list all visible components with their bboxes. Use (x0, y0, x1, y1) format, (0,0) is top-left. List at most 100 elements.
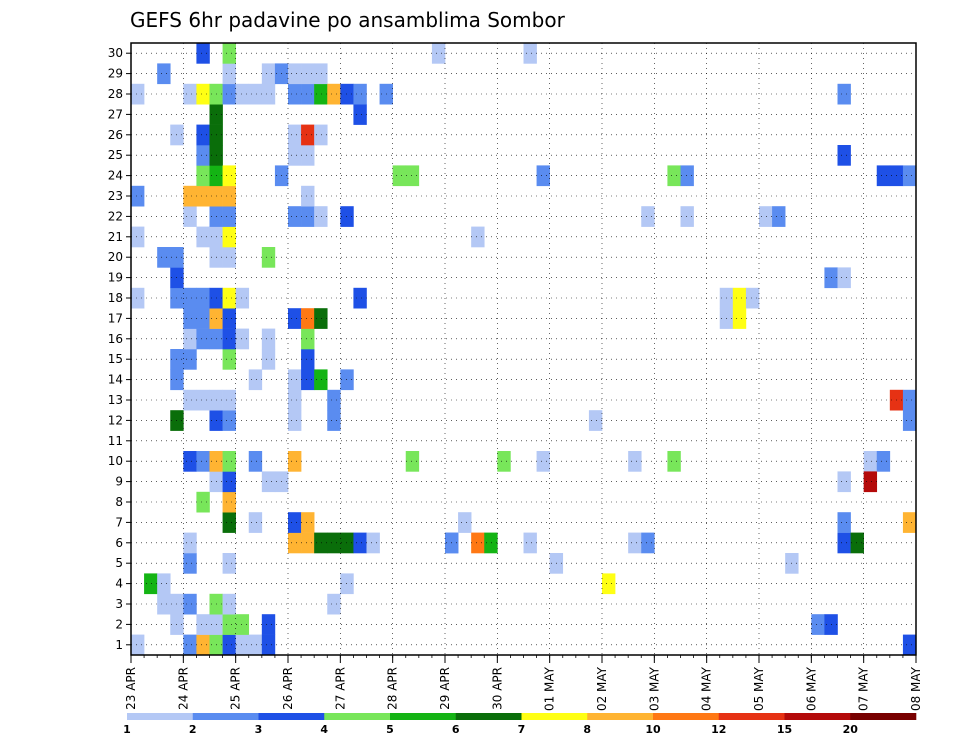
heatmap-cell (628, 532, 642, 554)
heatmap-cell (314, 83, 328, 105)
heatmap-cell (196, 491, 210, 513)
legend-label: 5 (386, 723, 394, 736)
heatmap-cell (183, 593, 197, 615)
heatmap-cell (183, 83, 197, 105)
heatmap-cell (837, 145, 851, 166)
heatmap-cell (157, 63, 171, 85)
heatmap-cell (876, 451, 891, 472)
x-axis: 23 APR 24 APR 25 APR 26 APR 27 APR 28 APR 29 A… (124, 655, 923, 711)
heatmap-cell (157, 593, 171, 615)
heatmap-cell (131, 185, 145, 207)
heatmap-cell (196, 226, 210, 248)
heatmap-cell (392, 165, 407, 187)
heatmap-cell (353, 287, 367, 309)
heatmap-cell (471, 226, 485, 248)
heatmap-cell (235, 287, 250, 309)
heatmap-cell (222, 491, 236, 513)
heatmap-cell (732, 287, 747, 309)
heatmap-cell (314, 63, 328, 85)
heatmap-cell (745, 287, 760, 309)
x-tick-label: 07 MAY (857, 666, 871, 711)
x-tick-label: 23 APR (124, 667, 138, 710)
heatmap-cell (301, 512, 315, 533)
legend-swatch (653, 713, 720, 720)
heatmap-cell (314, 532, 328, 554)
heatmap-cell (366, 532, 380, 554)
heatmap-cell (131, 287, 145, 309)
heatmap-cell (863, 471, 878, 493)
heatmap-cell (628, 451, 642, 472)
legend-swatch (258, 713, 325, 720)
x-tick-label: 02 MAY (595, 666, 609, 711)
heatmap-cell (301, 369, 315, 391)
heatmap-cell (314, 124, 328, 146)
heatmap-cell (261, 63, 276, 85)
heatmap-cell (837, 83, 851, 105)
heatmap-cell (902, 165, 917, 187)
y-tick-label: 21 (108, 230, 123, 244)
heatmap-cell (471, 532, 485, 554)
heatmap-cell (588, 410, 603, 431)
heatmap-cell (458, 512, 472, 533)
heatmap-cell (196, 389, 210, 411)
legend-swatch (127, 713, 194, 720)
legend-label: 2 (189, 723, 197, 736)
x-tick-label: 25 APR (229, 667, 243, 710)
heatmap-cell (196, 614, 210, 635)
y-tick-label: 10 (108, 454, 123, 468)
heatmap-cell (837, 512, 851, 533)
heatmap-cell (667, 165, 681, 187)
heatmap-cell (222, 206, 236, 227)
y-tick-label: 18 (108, 291, 123, 305)
heatmap-cell (222, 43, 236, 64)
heatmap-cell (301, 185, 315, 207)
heatmap-cell (301, 83, 315, 105)
heatmap-cell (288, 145, 302, 166)
heatmap-cell (353, 532, 367, 554)
heatmap-cell (196, 328, 210, 350)
y-tick-label: 29 (108, 67, 123, 81)
heatmap-cell (837, 471, 851, 493)
y-axis: 1234567891011121314151617181920212223242… (108, 46, 131, 652)
heatmap-cell (301, 124, 315, 146)
heatmap-cell (235, 614, 250, 635)
heatmap-cell (183, 206, 197, 227)
y-tick-label: 14 (108, 373, 123, 387)
heatmap-cell (902, 410, 917, 431)
heatmap-cell (222, 634, 236, 656)
heatmap-cell (248, 83, 263, 105)
heatmap-cell (235, 634, 250, 656)
y-tick-label: 12 (108, 413, 123, 427)
heatmap-cell (196, 308, 210, 329)
heatmap-cell (261, 328, 276, 350)
heatmap-cell (301, 206, 315, 227)
legend-swatch (718, 713, 785, 720)
heatmap-cell (288, 451, 302, 472)
heatmap-cell (183, 389, 197, 411)
y-tick-label: 16 (108, 332, 123, 346)
y-tick-label: 5 (115, 556, 123, 570)
y-tick-label: 8 (115, 495, 123, 509)
y-tick-label: 19 (108, 271, 123, 285)
heatmap-cell (248, 451, 263, 472)
legend-label: 6 (452, 723, 460, 736)
legend-swatch (455, 713, 522, 720)
heatmap-cell (248, 512, 263, 533)
heatmap-cell (288, 63, 302, 85)
heatmap-cell (261, 471, 276, 493)
heatmap-cell (222, 451, 236, 472)
x-tick-label: 27 APR (333, 667, 347, 710)
heatmap-cell (340, 369, 354, 391)
x-tick-label: 01 MAY (543, 666, 557, 711)
y-tick-label: 27 (108, 107, 123, 121)
heatmap-cell (327, 410, 341, 431)
heatmap-cell (261, 349, 276, 370)
grid-lines (130, 43, 917, 655)
y-tick-label: 9 (115, 475, 123, 489)
heatmap-cell (196, 145, 210, 166)
x-tick-label: 29 APR (438, 667, 452, 710)
y-tick-label: 23 (108, 189, 123, 203)
y-tick-label: 17 (108, 311, 123, 325)
heatmap-cell (196, 165, 210, 187)
heatmap-cell (222, 83, 236, 105)
